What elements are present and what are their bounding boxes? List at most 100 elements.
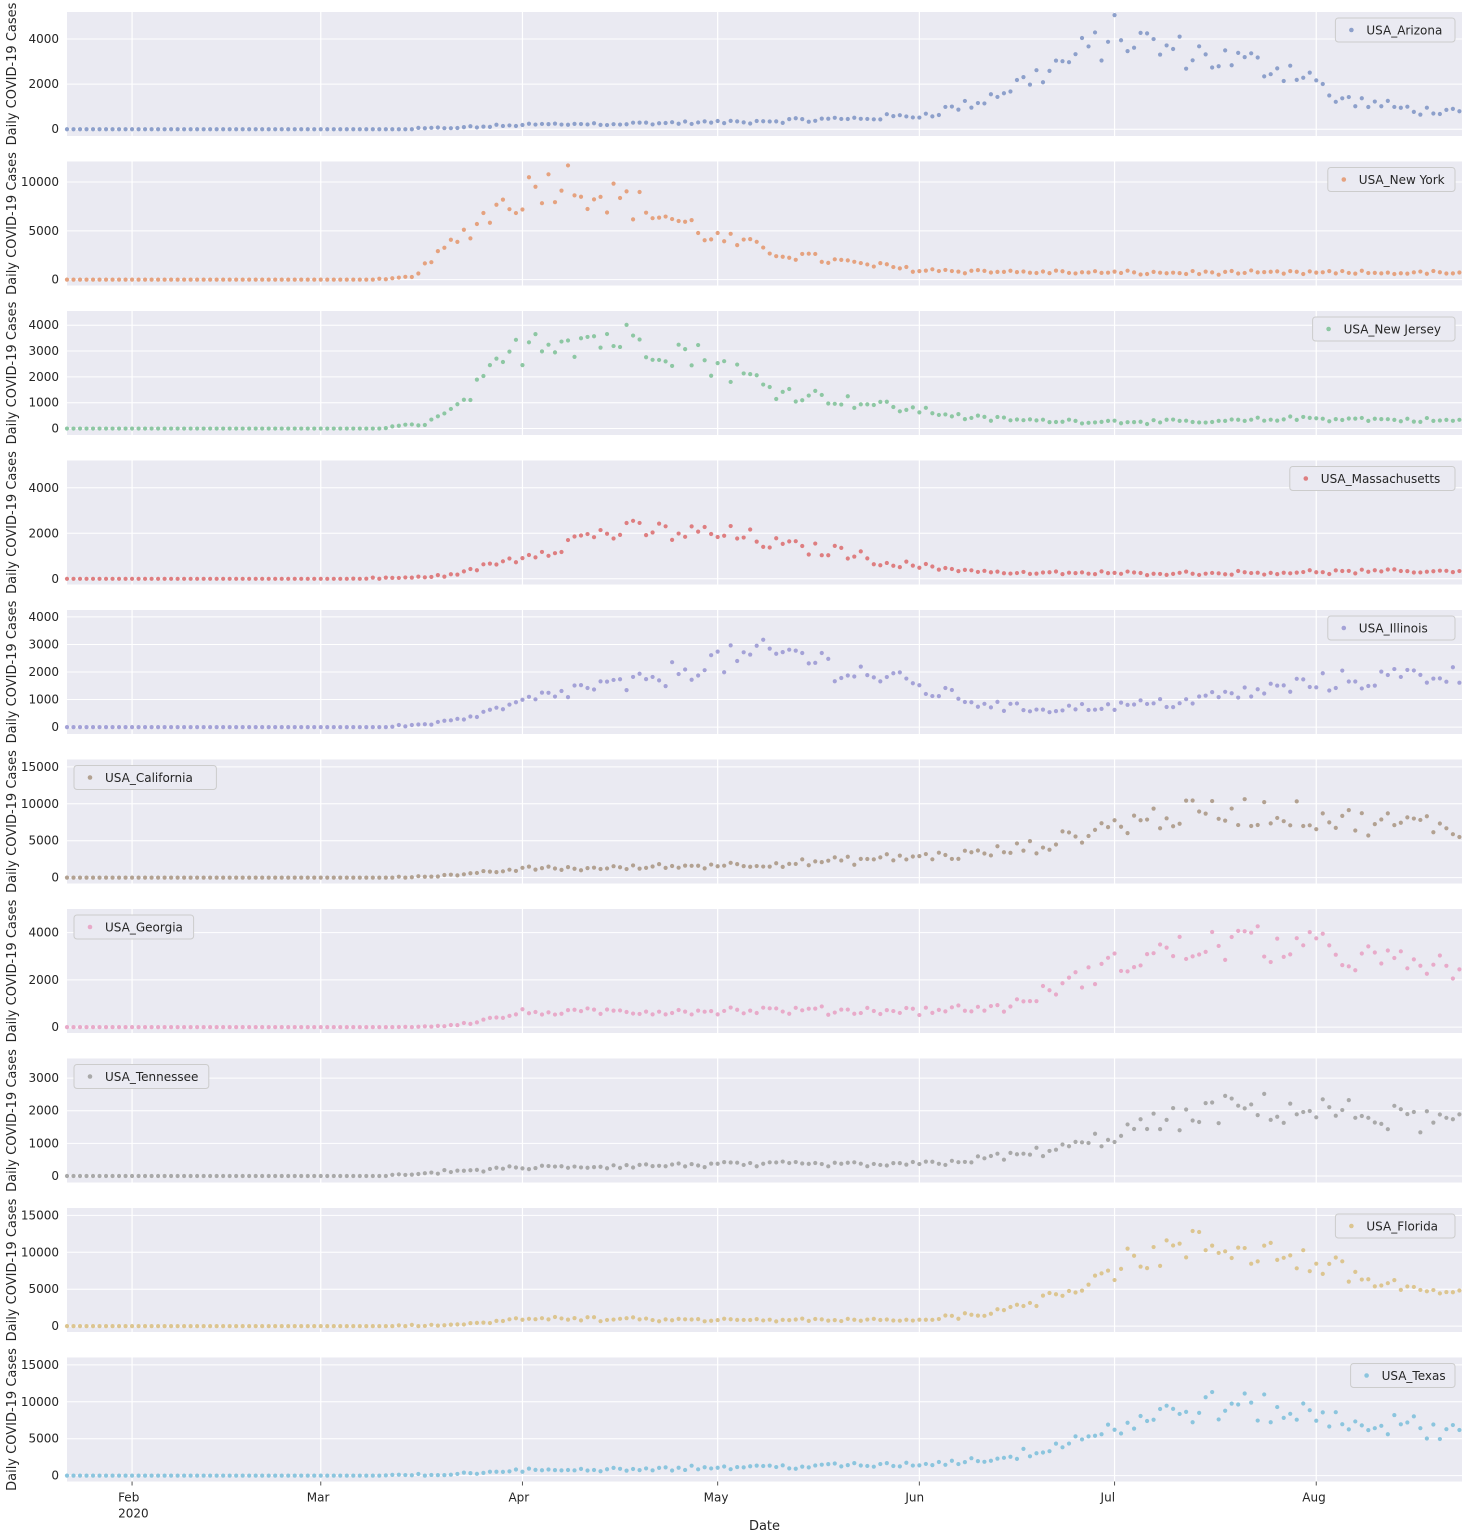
data-point — [234, 1323, 239, 1329]
data-point — [1118, 700, 1124, 705]
data-point — [1281, 954, 1286, 960]
data-point — [351, 127, 356, 132]
data-point — [1216, 1417, 1221, 1422]
data-point — [1327, 1261, 1332, 1266]
data-point — [487, 869, 493, 874]
data-point — [891, 1161, 896, 1166]
data-point — [943, 104, 948, 110]
data-point — [1379, 961, 1384, 966]
data-point — [416, 1024, 421, 1029]
data-point — [481, 1470, 486, 1475]
data-point — [962, 417, 968, 422]
data-point — [1340, 1107, 1345, 1113]
data-point — [409, 722, 414, 728]
data-point — [676, 1465, 681, 1470]
data-point — [956, 412, 961, 417]
data-point — [227, 1473, 232, 1478]
data-point — [513, 1467, 519, 1472]
data-point — [683, 1467, 688, 1473]
data-point — [299, 1323, 304, 1329]
data-point — [201, 426, 206, 431]
data-point — [715, 864, 720, 869]
data-point — [748, 121, 753, 126]
data-point — [1314, 1418, 1319, 1423]
data-point — [77, 1173, 83, 1179]
data-point — [377, 1323, 382, 1329]
data-point — [969, 850, 974, 855]
data-point — [110, 576, 115, 581]
data-point — [1255, 924, 1260, 929]
data-point — [1249, 268, 1254, 273]
data-point — [793, 539, 798, 544]
data-point — [1346, 270, 1351, 276]
data-point — [1060, 419, 1065, 424]
data-point — [676, 671, 681, 677]
data-point — [260, 1323, 265, 1329]
data-point — [513, 337, 519, 342]
data-point — [377, 426, 382, 431]
data-point — [1021, 75, 1026, 80]
data-point — [110, 875, 115, 880]
data-point — [1262, 418, 1267, 423]
data-point — [286, 426, 291, 431]
data-point — [676, 1316, 681, 1322]
data-point — [1281, 819, 1286, 824]
data-point — [214, 127, 219, 132]
data-point — [813, 1463, 818, 1468]
data-point — [1105, 1268, 1111, 1273]
data-point — [507, 556, 512, 561]
data-point — [865, 1164, 870, 1169]
data-point — [1288, 571, 1293, 576]
data-point — [214, 1323, 219, 1329]
data-point — [969, 415, 974, 421]
data-point — [1437, 418, 1442, 423]
data-point — [318, 576, 323, 581]
data-point — [1294, 570, 1299, 575]
data-point — [1105, 702, 1111, 707]
data-point — [572, 1468, 577, 1473]
data-point — [656, 1009, 662, 1014]
data-point — [689, 1463, 694, 1468]
data-point — [169, 426, 174, 431]
data-point — [286, 1024, 291, 1030]
data-point — [169, 1323, 174, 1329]
data-point — [513, 210, 519, 216]
data-point — [904, 1005, 909, 1011]
data-point — [468, 397, 473, 403]
data-point — [71, 875, 76, 880]
data-point — [500, 197, 506, 202]
data-point — [735, 536, 740, 541]
data-point — [722, 670, 727, 675]
data-point — [839, 116, 844, 122]
data-point — [858, 1010, 863, 1016]
data-point — [325, 1173, 330, 1179]
data-point — [1001, 415, 1007, 420]
data-point — [650, 357, 655, 362]
data-point — [195, 1473, 200, 1478]
data-point — [643, 210, 649, 215]
data-point — [969, 1160, 974, 1165]
data-point — [84, 277, 89, 282]
data-point — [650, 1317, 655, 1323]
data-point — [1086, 965, 1091, 970]
data-point — [559, 688, 564, 694]
data-point — [617, 677, 623, 682]
data-point — [90, 277, 96, 282]
data-point — [1216, 695, 1221, 700]
data-point — [1301, 823, 1306, 829]
data-point — [195, 1024, 200, 1030]
data-point — [364, 127, 369, 132]
data-point — [1372, 950, 1377, 955]
data-point — [214, 1173, 219, 1179]
data-point — [227, 725, 232, 730]
data-point — [331, 1323, 336, 1329]
y-tick-label: 2000 — [28, 526, 59, 540]
data-point — [1118, 968, 1124, 974]
x-tick-label: May — [704, 1491, 729, 1505]
legend: USA_Texas — [1350, 1363, 1456, 1388]
data-point — [1171, 1243, 1176, 1248]
data-point — [956, 856, 961, 861]
data-point — [299, 1473, 304, 1478]
data-point — [715, 1161, 720, 1166]
data-point — [1164, 1403, 1169, 1408]
